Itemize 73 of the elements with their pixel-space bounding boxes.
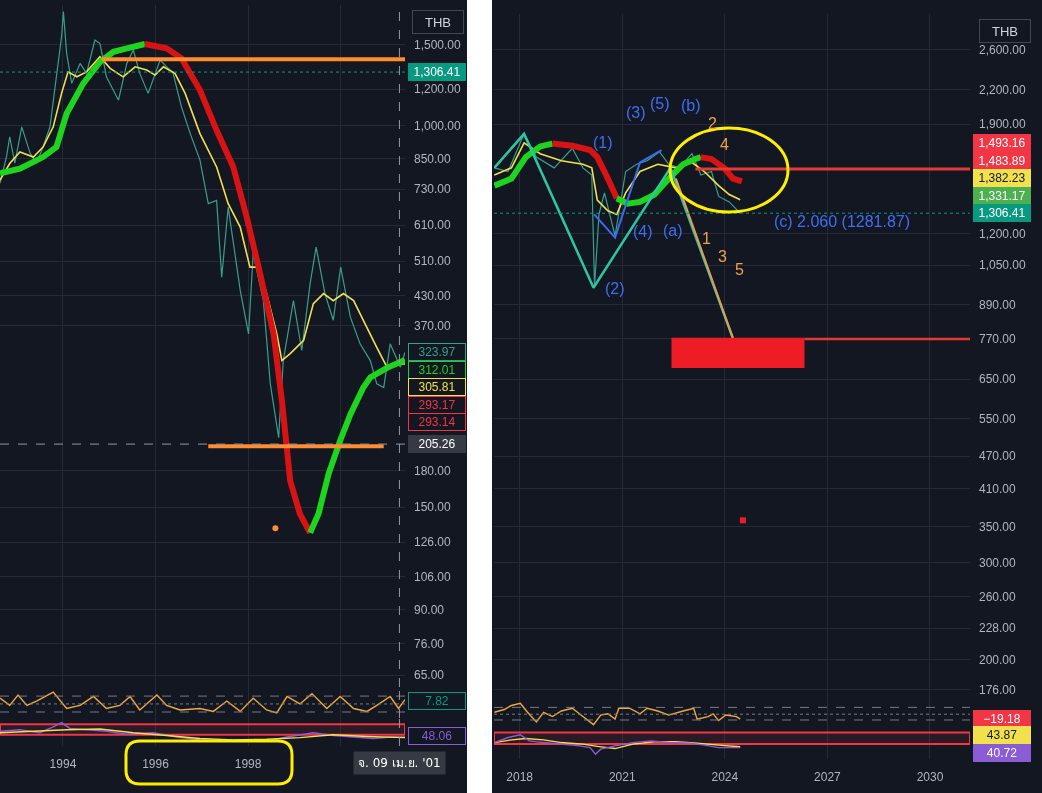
y-tick-label: 2,600.00 [979, 42, 1027, 57]
y-tick-label: 200.00 [979, 652, 1017, 667]
y-tick-label: 76.00 [414, 636, 445, 651]
x-tick-label: 2021 [608, 770, 636, 784]
y-tick-label: 610.00 [414, 218, 452, 233]
y-tick-label: 770.00 [979, 332, 1017, 347]
annotation: (c) 2.060 (1281.87) [774, 213, 911, 230]
y-tick-label: 370.00 [414, 318, 452, 333]
y-tick-label: 228.00 [979, 621, 1017, 636]
text: 293.14 [418, 415, 456, 429]
ref-line-label: จ. 09 เม.ย. '01 [358, 756, 441, 770]
x-tick-label: 2027 [814, 770, 842, 784]
y-tick-label: 1,500.00 [414, 37, 462, 52]
text: −19.18 [983, 712, 1021, 726]
y-tick-label: 1,900.00 [979, 117, 1027, 132]
annotation: (4) [633, 223, 653, 240]
annotation: (b) [681, 97, 701, 114]
text: 1,382.23 [978, 171, 1026, 185]
text: THB [992, 23, 1018, 39]
annotation: 5 [735, 261, 744, 278]
y-tick-label: 1,200.00 [979, 226, 1027, 241]
y-tick-label: 510.00 [414, 254, 452, 269]
y-tick-label: 410.00 [979, 481, 1017, 496]
y-tick-label: 470.00 [979, 449, 1017, 464]
x-tick-label: 1998 [234, 757, 262, 771]
annotation: 1 [702, 230, 711, 247]
annotation: 3 [718, 248, 727, 265]
annotation: 305.81 [418, 380, 456, 394]
text: 40.72 [986, 746, 1018, 760]
annotation: (3) [626, 104, 646, 121]
text: 1,493.16 [978, 136, 1026, 150]
text: THB [425, 14, 451, 30]
y-tick-label: 180.00 [414, 463, 452, 478]
y-tick-label: 106.00 [414, 570, 452, 585]
y-tick-label: 300.00 [979, 556, 1017, 571]
text: 48.06 [421, 729, 453, 743]
y-tick-label: 1,200.00 [414, 82, 462, 97]
x-tick-label: 1994 [49, 757, 77, 771]
y-tick-label: 1,050.00 [979, 258, 1027, 273]
y-tick-label: 730.00 [414, 182, 452, 197]
y-tick-label: 176.00 [979, 682, 1017, 697]
y-tick-label: 65.00 [414, 668, 445, 683]
y-tick-label: 90.00 [414, 603, 445, 618]
ref-line-label: 205.26 [418, 437, 456, 451]
y-tick-label: 2,200.00 [979, 82, 1027, 97]
y-tick-label: 850.00 [414, 151, 452, 166]
text: 7.82 [425, 694, 449, 708]
y-tick-label: 260.00 [979, 590, 1017, 605]
x-tick-label: 1996 [142, 757, 170, 771]
annotation: 312.01 [418, 363, 456, 377]
annotation: (2) [605, 280, 625, 297]
y-tick-label: 650.00 [979, 372, 1017, 387]
annotation: (a) [663, 222, 683, 239]
annotation: 2 [708, 115, 717, 132]
y-tick-label: 350.00 [979, 519, 1017, 534]
annotation: (1) [593, 134, 613, 151]
y-tick-label: 890.00 [979, 297, 1017, 312]
text: 43.87 [986, 728, 1018, 742]
x-tick-label: 2030 [916, 770, 944, 784]
text: 293.17 [418, 398, 456, 412]
ref-line-label: 1,306.41 [978, 206, 1026, 220]
y-tick-label: 550.00 [979, 412, 1017, 427]
y-tick-label: 1,000.00 [414, 119, 462, 134]
text: 1,331.17 [978, 189, 1026, 203]
y-tick-label: 126.00 [414, 535, 452, 550]
x-tick-label: 2018 [506, 770, 534, 784]
y-tick-label: 150.00 [414, 500, 452, 515]
annotation: (5) [650, 95, 670, 112]
text: 1,483.89 [978, 154, 1026, 168]
annotation: 4 [720, 136, 729, 153]
ref-line-label: 1,306.41 [413, 65, 461, 79]
y-tick-label: 430.00 [414, 288, 452, 303]
x-tick-label: 2024 [711, 770, 739, 784]
